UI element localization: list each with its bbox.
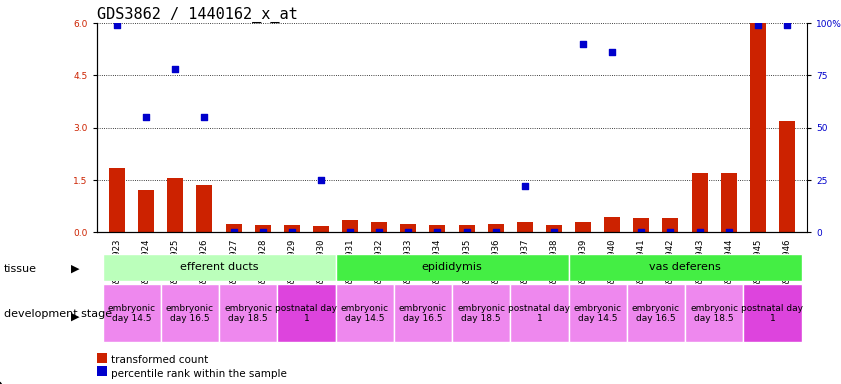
Point bbox=[402, 229, 415, 235]
Bar bbox=[313, 226, 329, 232]
Bar bbox=[284, 225, 300, 232]
Text: embryonic
day 14.5: embryonic day 14.5 bbox=[108, 304, 156, 323]
Bar bbox=[336, 254, 569, 281]
Point bbox=[373, 229, 386, 235]
Text: transformed count: transformed count bbox=[111, 355, 209, 365]
Text: embryonic
day 16.5: embryonic day 16.5 bbox=[399, 304, 447, 323]
Bar bbox=[336, 284, 394, 343]
Bar bbox=[663, 218, 679, 232]
Point bbox=[547, 229, 561, 235]
Point bbox=[518, 183, 532, 189]
Point bbox=[343, 229, 357, 235]
Text: embryonic
day 18.5: embryonic day 18.5 bbox=[690, 304, 738, 323]
Text: embryonic
day 16.5: embryonic day 16.5 bbox=[166, 304, 214, 323]
Bar bbox=[779, 121, 795, 232]
Text: efferent ducts: efferent ducts bbox=[180, 262, 258, 272]
Text: embryonic
day 14.5: embryonic day 14.5 bbox=[341, 304, 389, 323]
Point bbox=[780, 22, 794, 28]
Point bbox=[606, 49, 619, 55]
Bar bbox=[569, 284, 627, 343]
Text: postnatal day
1: postnatal day 1 bbox=[275, 304, 337, 323]
Text: tissue: tissue bbox=[4, 264, 37, 274]
Point bbox=[169, 66, 182, 72]
Point bbox=[635, 229, 648, 235]
Point bbox=[722, 229, 735, 235]
Bar bbox=[575, 222, 591, 232]
Bar bbox=[103, 284, 161, 343]
Bar bbox=[685, 284, 743, 343]
Bar bbox=[488, 223, 504, 232]
Bar bbox=[109, 168, 125, 232]
Bar bbox=[219, 284, 278, 343]
Bar bbox=[633, 218, 649, 232]
Bar bbox=[627, 284, 685, 343]
Bar bbox=[546, 225, 562, 232]
Bar bbox=[255, 225, 271, 232]
Text: embryonic
day 14.5: embryonic day 14.5 bbox=[574, 304, 621, 323]
Point bbox=[664, 229, 677, 235]
Bar bbox=[342, 220, 358, 232]
Bar bbox=[138, 190, 154, 232]
Text: vas deferens: vas deferens bbox=[649, 262, 721, 272]
Point bbox=[576, 41, 590, 47]
Bar bbox=[197, 185, 213, 232]
Bar bbox=[517, 222, 533, 232]
Point bbox=[198, 114, 211, 120]
Bar bbox=[604, 217, 620, 232]
Bar bbox=[569, 254, 801, 281]
Bar bbox=[167, 178, 183, 232]
Bar bbox=[400, 223, 416, 232]
Point bbox=[140, 114, 153, 120]
Text: embryonic
day 16.5: embryonic day 16.5 bbox=[632, 304, 680, 323]
Point bbox=[751, 22, 764, 28]
Text: postnatal day
1: postnatal day 1 bbox=[742, 304, 803, 323]
Text: postnatal day
1: postnatal day 1 bbox=[509, 304, 570, 323]
Text: development stage: development stage bbox=[4, 309, 113, 319]
Bar bbox=[750, 23, 766, 232]
Point bbox=[693, 229, 706, 235]
Bar bbox=[278, 284, 336, 343]
Bar bbox=[103, 254, 336, 281]
Bar bbox=[394, 284, 452, 343]
Text: embryonic
day 18.5: embryonic day 18.5 bbox=[224, 304, 272, 323]
Point bbox=[256, 229, 269, 235]
Bar bbox=[371, 222, 387, 232]
Point bbox=[110, 22, 124, 28]
Text: embryonic
day 18.5: embryonic day 18.5 bbox=[458, 304, 505, 323]
Bar bbox=[161, 284, 219, 343]
Text: epididymis: epididymis bbox=[421, 262, 483, 272]
Point bbox=[315, 177, 328, 183]
Bar bbox=[691, 173, 707, 232]
Text: ▶: ▶ bbox=[71, 312, 80, 322]
Text: GDS3862 / 1440162_x_at: GDS3862 / 1440162_x_at bbox=[97, 7, 298, 23]
Bar bbox=[225, 223, 241, 232]
Point bbox=[285, 229, 299, 235]
Point bbox=[431, 229, 444, 235]
Point bbox=[460, 229, 473, 235]
Bar bbox=[510, 284, 569, 343]
Text: ▶: ▶ bbox=[71, 264, 80, 274]
Bar bbox=[452, 284, 510, 343]
Bar bbox=[430, 225, 446, 232]
Text: percentile rank within the sample: percentile rank within the sample bbox=[111, 369, 287, 379]
Point bbox=[489, 229, 502, 235]
Bar bbox=[458, 225, 474, 232]
Point bbox=[227, 229, 241, 235]
Bar bbox=[743, 284, 801, 343]
Bar bbox=[721, 173, 737, 232]
